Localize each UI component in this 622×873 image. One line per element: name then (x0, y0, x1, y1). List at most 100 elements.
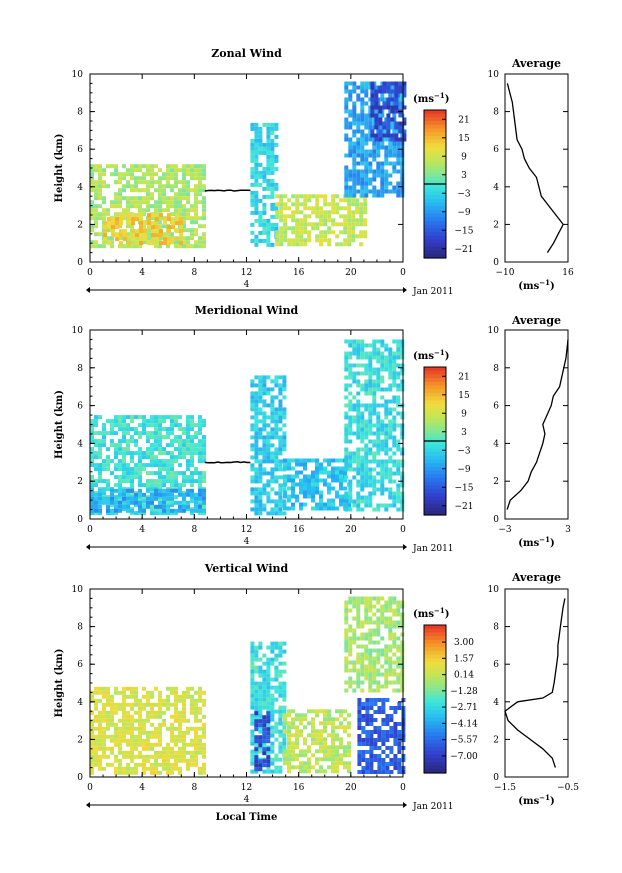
heatmap-cell (258, 495, 263, 500)
heatmap-cell (377, 766, 382, 770)
heatmap-cell (150, 754, 154, 759)
heatmap-cell (363, 206, 368, 211)
heatmap-cell (194, 742, 198, 747)
heatmap-cell (376, 423, 381, 428)
heatmap-cell (258, 174, 263, 179)
heatmap-cell (254, 218, 259, 223)
heatmap-cell (170, 451, 174, 456)
heatmap-cell (106, 467, 110, 472)
heatmap-cell (372, 487, 377, 492)
heatmap-cell (343, 729, 347, 734)
colorbar-segment (424, 158, 446, 163)
heatmap-cell (393, 742, 398, 746)
heatmap-cell (142, 762, 146, 767)
heatmap-cell (134, 738, 138, 743)
average-x-label: (ms−1) (518, 535, 554, 549)
heatmap-cell (394, 85, 399, 90)
heatmap-cell (190, 492, 194, 497)
heatmap-cell (202, 196, 206, 201)
heatmap-cell (130, 694, 134, 699)
heatmap-cell (299, 753, 303, 758)
heatmap-cell (114, 722, 118, 727)
heatmap-cell (380, 459, 385, 464)
heatmap-cell (339, 757, 343, 762)
heatmap-cell (270, 146, 275, 151)
heatmap-cell (174, 471, 178, 476)
heatmap-cell (291, 753, 295, 758)
heatmap-cell (392, 644, 397, 649)
heatmap-cell (174, 459, 178, 464)
heatmap-cell (102, 216, 106, 221)
heatmap-cell (400, 664, 405, 669)
heatmap-cell (182, 504, 186, 509)
heatmap-cell (142, 770, 146, 775)
heatmap-cell (262, 763, 267, 768)
heatmap-cell (270, 649, 275, 654)
heatmap-cell (258, 162, 263, 167)
heatmap-cell (162, 746, 166, 751)
heatmap-cell (315, 757, 319, 762)
heatmap-cell (389, 758, 394, 762)
heatmap-cell (356, 355, 361, 360)
heatmap-cell (102, 184, 106, 189)
colorbar-segment (424, 213, 446, 218)
heatmap-cell (142, 200, 146, 205)
heatmap-cell (138, 423, 142, 428)
heatmap-cell (392, 443, 397, 448)
heatmap-cell (142, 726, 146, 731)
heatmap-cell (392, 600, 397, 605)
heatmap-cell (299, 202, 304, 207)
heatmap-cell (352, 89, 357, 94)
heatmap-cell (356, 491, 361, 496)
heatmap-cell (348, 423, 353, 428)
heatmap-cell (167, 225, 171, 230)
heatmap-cell (134, 451, 138, 456)
heatmap-cell (380, 359, 385, 364)
heatmap-cell (270, 443, 275, 448)
heatmap-cell (278, 693, 283, 698)
colorbar-segment (424, 706, 446, 711)
heatmap-cell (348, 495, 353, 500)
heatmap-cell (126, 196, 130, 201)
heatmap-cell (266, 403, 271, 408)
heatmap-cell (327, 214, 332, 219)
heatmap-cell (111, 225, 115, 230)
heatmap-cell (339, 458, 343, 463)
heatmap-cell (182, 447, 186, 452)
heatmap-cell (250, 499, 255, 504)
heatmap-cell (278, 443, 283, 448)
heatmap-cell (174, 754, 178, 759)
heatmap-cell (270, 395, 275, 400)
heatmap-cell (190, 750, 194, 755)
heatmap-cell (178, 734, 182, 739)
heatmap-cell (254, 375, 259, 380)
heatmap-cell (118, 192, 122, 197)
heatmap-cell (384, 359, 389, 364)
heatmap-cell (348, 189, 353, 194)
heatmap-cell (331, 745, 335, 750)
heatmap-cell (380, 81, 385, 86)
heatmap-cell (134, 734, 138, 739)
heatmap-cell (368, 407, 373, 412)
heatmap-cell (368, 459, 373, 464)
heatmap-cell (266, 705, 271, 710)
heatmap-cell (396, 495, 401, 500)
heatmap-cell (262, 507, 267, 512)
heatmap-cell (266, 673, 271, 678)
heatmap-cell (352, 185, 357, 190)
heatmap-cell (295, 733, 299, 738)
heatmap-cell (384, 467, 389, 472)
heatmap-cell (262, 689, 267, 694)
heatmap-cell (194, 467, 198, 472)
heatmap-cell (368, 419, 373, 424)
heatmap-cell (198, 180, 202, 185)
heatmap-cell (361, 706, 366, 710)
heatmap-cell (254, 174, 259, 179)
y-tick-label: 8 (77, 623, 83, 633)
heatmap-cell (393, 766, 398, 770)
heatmap-cell (266, 499, 271, 504)
colorbar-segment (424, 665, 446, 670)
heatmap-cell (262, 218, 267, 223)
colorbar-segment (424, 695, 446, 700)
heatmap-cell (307, 494, 311, 499)
